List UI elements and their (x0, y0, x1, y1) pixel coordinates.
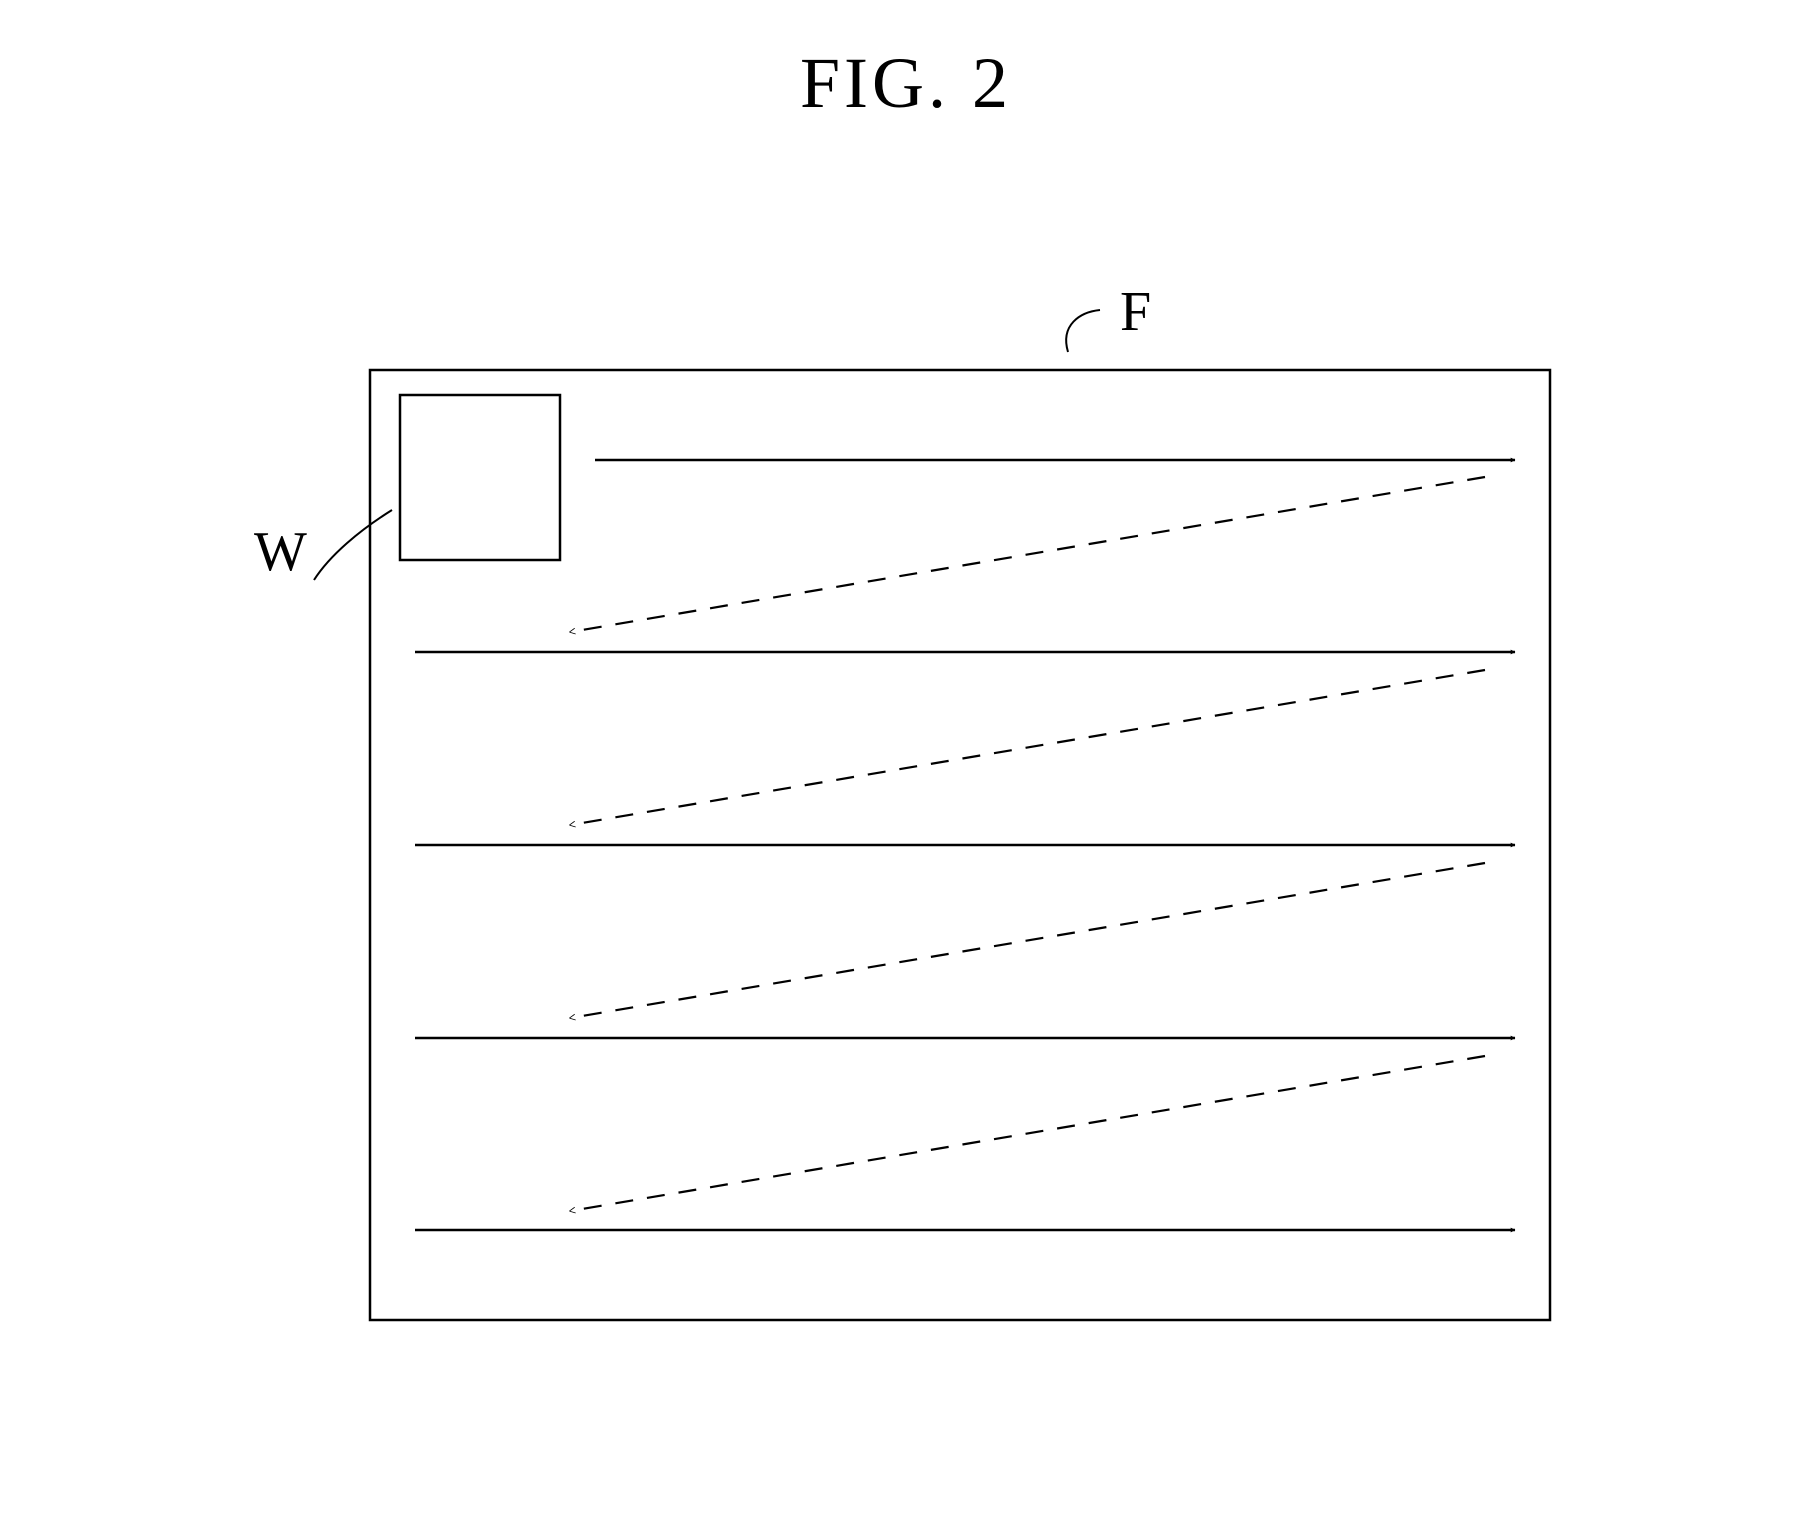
leader-line-f (1066, 310, 1100, 352)
retrace-line-3 (570, 863, 1485, 1018)
scan-pattern-diagram (0, 0, 1812, 1532)
scan-window-box (400, 395, 560, 560)
retrace-line-4 (570, 1056, 1485, 1211)
leader-line-w (314, 510, 392, 580)
retrace-line-2 (570, 670, 1485, 825)
retrace-line-1 (570, 477, 1485, 632)
